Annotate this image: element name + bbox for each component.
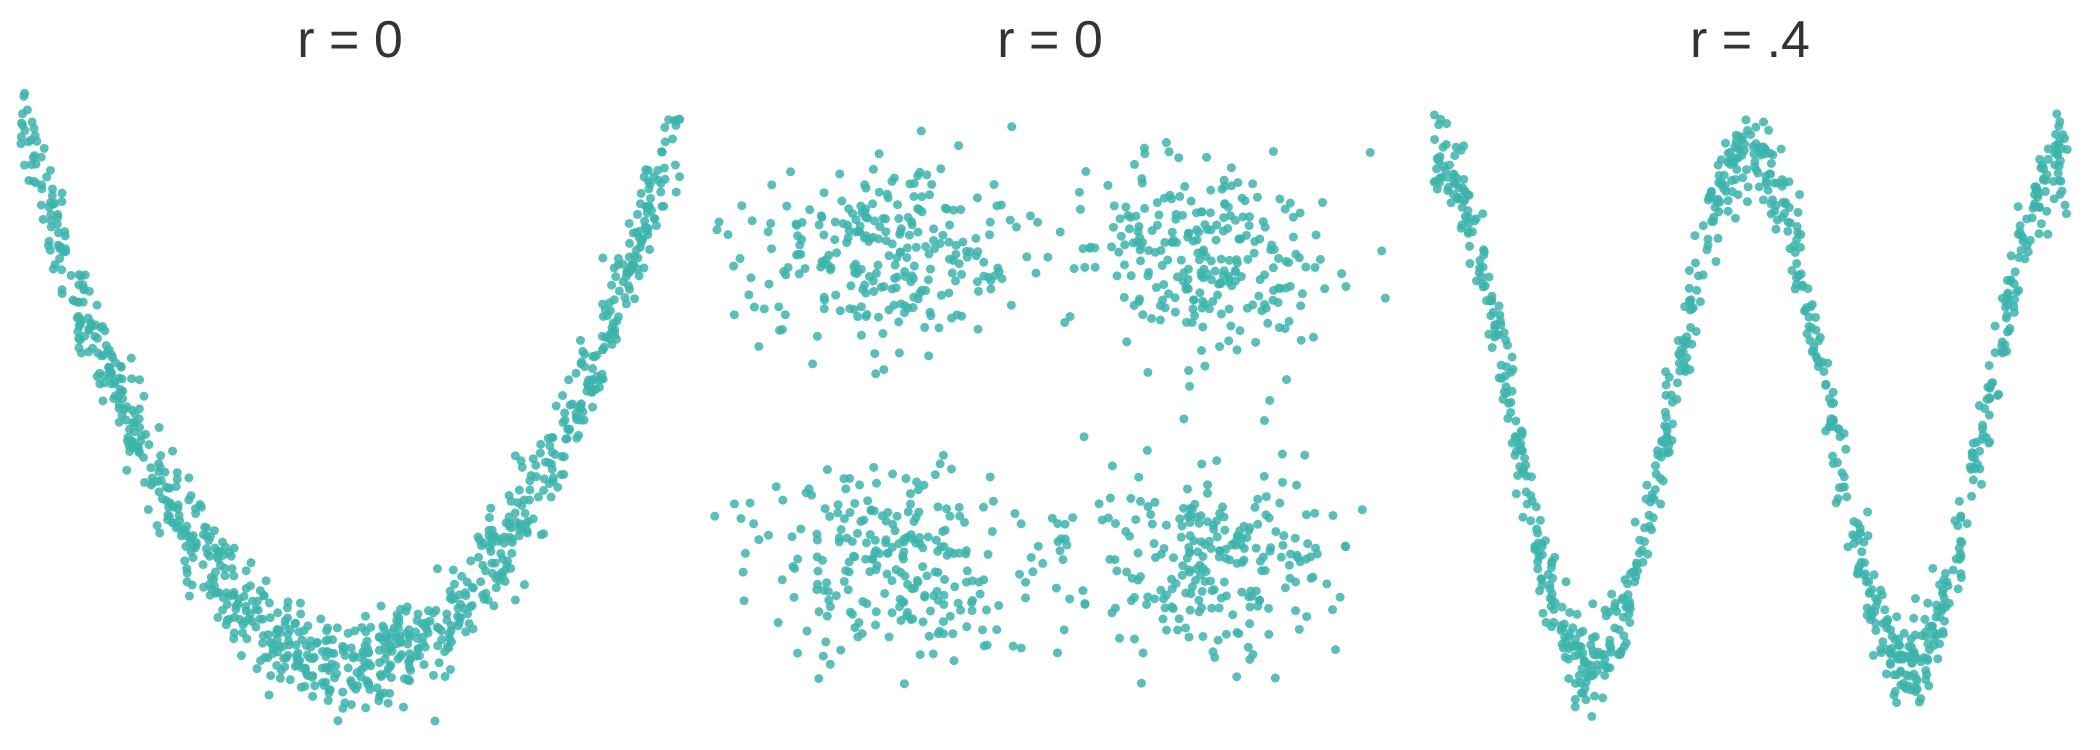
panel-sine: r = .4 <box>1400 0 2100 750</box>
scatter-sine <box>1400 0 2100 750</box>
scatter-clusters <box>700 0 1400 750</box>
scatter-row: r = 0 r = 0 r = .4 <box>0 0 2100 750</box>
panel-clusters: r = 0 <box>700 0 1400 750</box>
scatter-parabola <box>0 0 700 750</box>
panel-parabola: r = 0 <box>0 0 700 750</box>
